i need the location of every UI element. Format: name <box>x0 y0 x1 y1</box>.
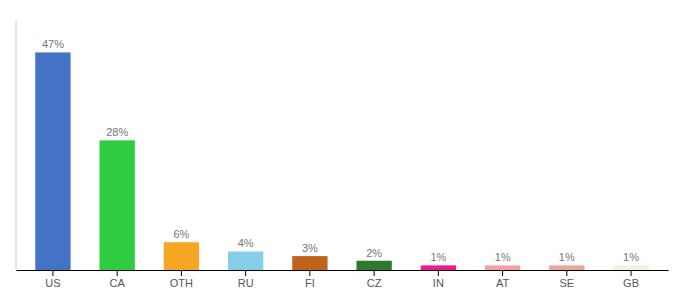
x-tick-mark <box>566 270 567 276</box>
y-range-line <box>16 20 17 270</box>
bar <box>613 265 648 270</box>
x-tick-label: FI <box>305 277 315 289</box>
x-tick: GB <box>623 270 639 289</box>
x-tick-mark <box>502 270 503 276</box>
x-axis-line <box>17 270 669 271</box>
plot-area: 47% 28% 6% 4% 3% 2% 1% 1% 1% 1% US CA OTH RU FI CZ IN AT S… <box>16 20 669 289</box>
x-tick-label: CA <box>110 277 126 289</box>
x-tick-label: SE <box>559 277 574 289</box>
data-label: 28% <box>106 126 128 138</box>
data-label: 1% <box>495 251 511 263</box>
x-tick: FI <box>305 270 315 289</box>
chart-svg: 47% 28% 6% 4% 3% 2% 1% 1% 1% 1% US CA OTH RU FI CZ IN AT S… <box>0 0 680 300</box>
data-label: 47% <box>42 38 64 50</box>
data-label: 6% <box>173 228 189 240</box>
data-label: 4% <box>238 237 254 249</box>
bar <box>164 242 199 270</box>
bar <box>356 261 391 270</box>
data-label: 1% <box>623 251 639 263</box>
chart-container: 47% 28% 6% 4% 3% 2% 1% 1% 1% 1% US CA OTH RU FI CZ IN AT S… <box>0 0 680 300</box>
bar <box>292 256 327 270</box>
x-tick-mark <box>631 270 632 276</box>
x-tick-label: AT <box>496 277 510 289</box>
x-tick-label: CZ <box>367 277 382 289</box>
x-tick-label: IN <box>433 277 444 289</box>
data-label: 3% <box>302 242 318 254</box>
bars <box>35 52 648 270</box>
bar <box>421 265 456 270</box>
x-tick-mark <box>245 270 246 276</box>
x-tick-label: OTH <box>170 277 193 289</box>
data-labels: 47% 28% 6% 4% 3% 2% 1% 1% 1% 1% <box>42 38 639 263</box>
x-tick: US <box>45 270 60 289</box>
x-tick-mark <box>117 270 118 276</box>
x-tick-label: GB <box>623 277 639 289</box>
data-label: 1% <box>559 251 575 263</box>
x-tick: AT <box>496 270 510 289</box>
data-label: 1% <box>430 251 446 263</box>
bar <box>549 265 584 270</box>
bar <box>100 140 135 270</box>
x-tick: IN <box>433 270 444 289</box>
x-tick: RU <box>238 270 254 289</box>
bar <box>485 265 520 270</box>
x-tick: CA <box>110 270 126 289</box>
x-tick-mark <box>52 270 53 276</box>
x-tick: SE <box>559 270 574 289</box>
x-axis: US CA OTH RU FI CZ IN AT SE GB <box>17 270 669 289</box>
x-tick-label: RU <box>238 277 254 289</box>
bar <box>228 251 263 270</box>
x-tick-mark <box>438 270 439 276</box>
x-tick-label: US <box>45 277 60 289</box>
x-tick-mark <box>309 270 310 276</box>
x-tick-mark <box>374 270 375 276</box>
data-label: 2% <box>366 247 382 259</box>
bar <box>35 52 70 270</box>
x-tick: CZ <box>367 270 382 289</box>
x-tick: OTH <box>170 270 193 289</box>
x-tick-mark <box>181 270 182 276</box>
